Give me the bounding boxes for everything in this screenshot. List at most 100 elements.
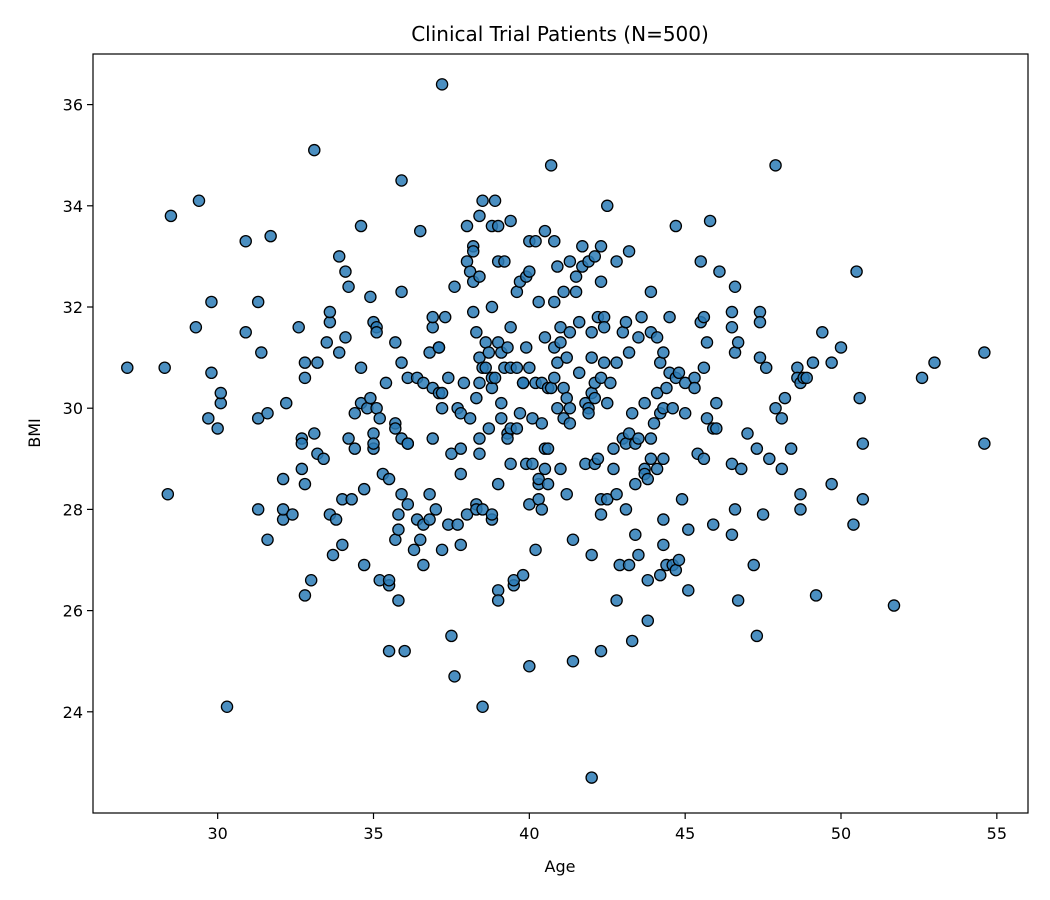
data-point [392, 594, 405, 607]
data-point [348, 442, 362, 455]
data-point [597, 320, 611, 334]
data-point [332, 250, 346, 263]
y-tick-label: 24 [63, 703, 83, 722]
data-point [345, 493, 358, 506]
data-point [164, 209, 178, 223]
data-point [657, 346, 670, 359]
data-point [121, 361, 134, 374]
data-point [466, 305, 480, 319]
data-point [323, 305, 337, 319]
data-point [326, 548, 340, 562]
data-point [308, 427, 321, 440]
data-point [713, 265, 726, 278]
data-point [700, 412, 714, 425]
data-point [728, 346, 742, 359]
data-point [725, 305, 739, 319]
data-point [663, 310, 676, 324]
data-point [214, 386, 228, 400]
data-point [435, 401, 449, 415]
data-point [401, 498, 415, 511]
data-point [569, 270, 583, 283]
data-point [809, 589, 823, 602]
data-point [548, 371, 561, 385]
data-point [417, 558, 430, 572]
data-point [697, 310, 711, 324]
data-point [342, 432, 355, 445]
data-point [747, 558, 760, 572]
data-point [560, 391, 573, 405]
data-point [251, 503, 265, 516]
data-point [853, 391, 866, 405]
data-point [295, 437, 309, 450]
data-point [495, 412, 508, 425]
data-point [784, 442, 798, 455]
data-point [725, 457, 739, 471]
data-point [816, 326, 829, 339]
data-point [261, 407, 274, 420]
data-point [379, 376, 393, 390]
data-point [703, 214, 717, 228]
data-point [395, 487, 408, 501]
data-point [286, 508, 299, 521]
data-point [657, 452, 670, 466]
data-point [641, 573, 655, 587]
data-point [594, 275, 608, 288]
data-point [597, 356, 611, 369]
data-point [735, 462, 748, 476]
data-point [382, 644, 396, 658]
data-point [516, 568, 530, 582]
data-point [476, 700, 489, 713]
y-tick-label: 32 [63, 298, 83, 317]
data-point [825, 356, 838, 369]
data-point [485, 508, 499, 521]
data-point [554, 462, 567, 476]
data-point [261, 533, 274, 547]
data-point [710, 396, 723, 410]
data-point [594, 371, 608, 385]
data-point [367, 437, 380, 450]
data-point [189, 320, 203, 334]
data-point [769, 159, 782, 172]
data-point [557, 381, 570, 395]
data-point [473, 432, 486, 445]
x-tick-label: 45 [675, 824, 695, 843]
data-point [370, 326, 383, 339]
data-point [653, 568, 667, 582]
data-point [445, 447, 458, 460]
y-tick-label: 36 [63, 96, 83, 115]
data-point [538, 331, 552, 344]
data-point [317, 452, 330, 466]
data-point [616, 326, 630, 339]
data-point [669, 563, 683, 577]
data-point [610, 487, 623, 501]
data-point [205, 295, 218, 309]
data-point [675, 493, 689, 506]
data-point [373, 412, 386, 425]
data-point [978, 346, 991, 359]
data-point [329, 513, 343, 526]
data-point [619, 503, 633, 516]
data-point [794, 503, 807, 516]
data-point [298, 589, 312, 602]
data-point [466, 245, 480, 258]
data-point [887, 599, 901, 612]
data-point [794, 487, 807, 501]
data-point [551, 356, 564, 369]
data-point [566, 654, 580, 668]
data-point [728, 280, 742, 294]
data-point [298, 356, 312, 369]
data-point [298, 371, 312, 385]
data-point [697, 452, 711, 466]
data-point [638, 396, 651, 410]
data-point [660, 381, 673, 395]
data-point [532, 295, 545, 309]
data-point [731, 594, 745, 607]
data-point [728, 503, 742, 516]
data-point [435, 543, 449, 557]
data-point [454, 442, 468, 455]
data-point [532, 472, 545, 486]
data-point [641, 614, 655, 627]
data-point [594, 508, 608, 521]
data-point [535, 503, 549, 516]
data-point [501, 341, 514, 354]
